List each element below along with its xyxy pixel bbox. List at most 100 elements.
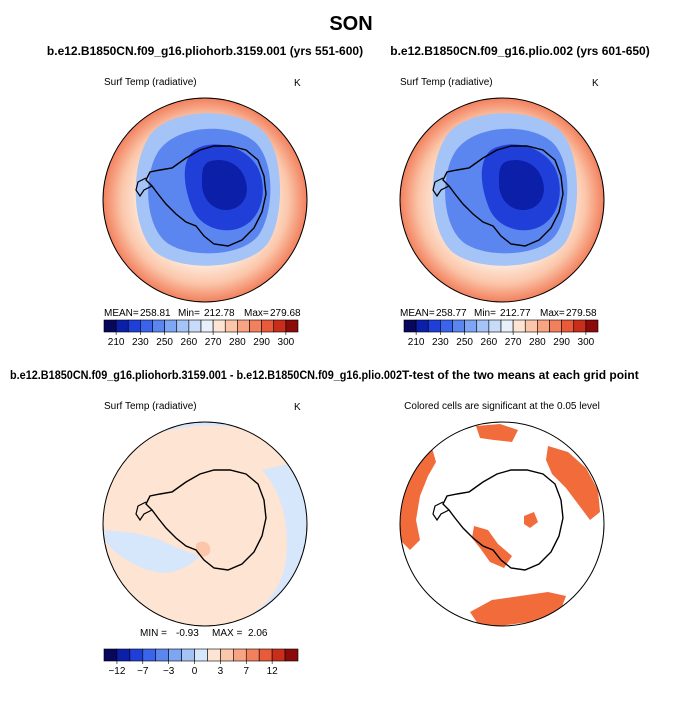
colorbar-3-box-9	[220, 648, 234, 662]
colorbar-2-tick-label: 230	[432, 337, 449, 348]
colorbar-1-box-3	[140, 319, 153, 333]
panel-3-colorbar: −12 −7 −3 0 3 7 12	[103, 648, 299, 677]
panel-1-title: b.e12.B1850CN.f09_g16.pliohorb.3159.001 …	[47, 44, 363, 58]
panel-1-mean-label: MEAN=	[104, 308, 139, 319]
colorbar-1-tick-label: 290	[253, 337, 270, 348]
panel-1-band-220	[202, 160, 247, 210]
colorbar-2-box-12	[549, 319, 562, 333]
colorbar-1-box-12	[249, 319, 262, 333]
colorbar-1-box-14	[273, 319, 287, 333]
colorbar-2-tick-label: 300	[578, 337, 595, 348]
colorbar-1-tick-label: 250	[156, 337, 173, 348]
colorbar-2-box-11	[537, 319, 550, 333]
colorbar-1-box-4	[152, 319, 165, 333]
colorbar-2-tick-label: 260	[481, 337, 498, 348]
colorbar-2-box-1	[415, 319, 429, 333]
panel-3-positive-patch	[196, 541, 211, 557]
colorbar-3-tick-label: −12	[108, 666, 125, 677]
colorbar-1-tick-label: 230	[132, 337, 149, 348]
panel-3-field-positive	[103, 422, 307, 626]
colorbar-2-tick-label: 290	[553, 337, 570, 348]
panel-3-map	[102, 421, 308, 627]
colorbar-2-box-6	[476, 319, 490, 333]
colorbar-1-box-7	[188, 319, 202, 333]
panel-1-map	[102, 97, 308, 303]
panel-2-title: b.e12.B1850CN.f09_g16.plio.002 (yrs 601-…	[390, 44, 649, 58]
colorbar-3-box-5	[168, 648, 182, 662]
panel-2-stats: MEAN= 258.77 Min= 212.77 Max= 279.58	[400, 308, 597, 319]
panel-1-min-value: 212.78	[204, 308, 235, 319]
panel-3-units-label: K	[294, 402, 301, 413]
panel-1-variable-label: Surf Temp (radiative)	[104, 77, 197, 88]
panel-1-units-label: K	[294, 78, 301, 89]
panel-3-variable-label: Surf Temp (radiative)	[104, 401, 197, 412]
panel-4-map-boundary	[399, 421, 605, 627]
colorbar-1-box-2	[127, 319, 141, 333]
colorbar-3-tick-label: 0	[192, 666, 198, 677]
figure-title: SON	[329, 13, 372, 35]
colorbar-3-box-10	[233, 648, 247, 662]
colorbar-1-box-13	[261, 319, 275, 333]
panel-1-stats: MEAN= 258.81 Min= 212.78 Max= 279.68	[104, 308, 301, 319]
colorbar-3-box-7	[194, 648, 208, 662]
panel-3-min-value: -0.93	[176, 628, 199, 639]
panel-4-title: T-test of the two means at each grid poi…	[402, 368, 639, 382]
panel-1-max-label: Max=	[244, 308, 269, 319]
panel-3-peninsula	[135, 501, 153, 522]
panel-2-mean-value: 258.77	[436, 308, 467, 319]
colorbar-3-box-12	[258, 648, 273, 662]
panel-1-min-label: Min=	[178, 308, 200, 319]
panel-4-note-label: Colored cells are significant at the 0.0…	[404, 401, 600, 412]
panel-3-max-value: 2.06	[248, 628, 268, 639]
colorbar-2-box-5	[464, 319, 478, 333]
panel-2-mean-label: MEAN=	[400, 308, 435, 319]
panel-2-min-label: Min=	[474, 308, 496, 319]
panel-2-colorbar: 210 230 250 260 270 280 290 300	[403, 319, 599, 348]
colorbar-3-box-6	[181, 648, 195, 662]
colorbar-2-tick-label: 210	[408, 337, 425, 348]
panel-2-max-value: 279.58	[566, 308, 597, 319]
panel-3-min-label: MIN =	[140, 628, 167, 639]
colorbar-2-box-14	[573, 319, 587, 333]
colorbar-3-box-8	[207, 648, 221, 662]
colorbar-3-tick-label: −3	[163, 666, 175, 677]
panel-2-map-boundary	[399, 97, 605, 303]
colorbar-2-tick-label: 280	[529, 337, 546, 348]
colorbar-2-box-7	[488, 319, 502, 333]
colorbar-1-box-11	[237, 319, 250, 333]
colorbar-1-box-8	[200, 319, 214, 333]
colorbar-1-tick-label: 260	[181, 337, 198, 348]
panel-3-stats: MIN = -0.93 MAX = 2.06	[140, 628, 268, 639]
panel-1-max-value: 279.68	[270, 308, 301, 319]
panel-4-significant-region-north	[476, 424, 518, 442]
panel-3-negative-region-west	[104, 530, 200, 573]
colorbar-2-box-0	[403, 319, 417, 333]
colorbar-3-box-1	[116, 648, 131, 662]
panel-1-colorbar: 210 230 250 260 270 280 290 300	[103, 319, 299, 348]
colorbar-3-tick-label: 12	[267, 666, 279, 677]
colorbar-3-box-4	[155, 648, 169, 662]
colorbar-2-box-10	[524, 319, 538, 333]
colorbar-1-box-10	[224, 319, 238, 333]
colorbar-3-tick-label: 7	[243, 666, 249, 677]
colorbar-3-tick-label: −7	[137, 666, 149, 677]
panel-2-min-value: 212.77	[500, 308, 531, 319]
colorbar-3-box-11	[245, 648, 260, 662]
colorbar-1-box-9	[212, 319, 226, 333]
panel-4-map	[399, 421, 605, 627]
panel-2-peninsula	[432, 177, 450, 198]
colorbar-2-tick-label: 250	[456, 337, 473, 348]
colorbar-3-box-14	[284, 648, 299, 662]
colorbar-1-box-1	[115, 319, 129, 333]
panel-3-title: b.e12.B1850CN.f09_g16.pliohorb.3159.001 …	[10, 368, 402, 382]
colorbar-1-box-5	[164, 319, 178, 333]
colorbar-2-box-2	[427, 319, 441, 333]
colorbar-3-box-3	[142, 648, 157, 662]
panel-4-peninsula	[432, 501, 450, 522]
colorbar-2-box-9	[512, 319, 526, 333]
panel-2-map	[399, 97, 605, 303]
panel-1-map-boundary	[102, 97, 308, 303]
colorbar-2-box-15	[585, 319, 599, 333]
colorbar-1-tick-label: 270	[205, 337, 222, 348]
